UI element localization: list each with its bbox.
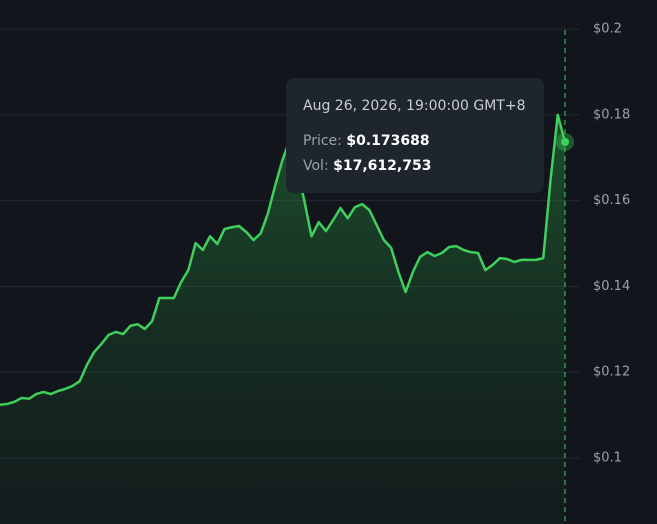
price-line xyxy=(0,113,567,407)
tooltip-volume: Vol: $17,612,753 xyxy=(303,158,431,174)
tooltip: Aug 26, 2026, 19:00:00 GMT+8 Price: $0.1… xyxy=(286,78,544,193)
price-value: $0.173688 xyxy=(346,133,429,149)
hover-point xyxy=(561,137,569,146)
tooltip-date: Aug 26, 2026, 19:00:00 GMT+8 xyxy=(303,98,525,114)
volume-label: Vol: xyxy=(303,158,329,174)
y-tick-label: $0.1 xyxy=(593,450,622,465)
area-fill xyxy=(0,114,565,524)
y-tick-label: $0.2 xyxy=(593,22,622,37)
volume-value: $17,612,753 xyxy=(333,158,431,174)
price-label: Price: xyxy=(303,133,342,149)
tooltip-price: Price: $0.173688 xyxy=(303,133,430,149)
tooltip-box xyxy=(286,78,544,193)
y-tick-label: $0.16 xyxy=(593,193,630,208)
y-tick-label: $0.14 xyxy=(593,279,630,294)
y-tick-label: $0.12 xyxy=(593,365,630,380)
y-tick-label: $0.18 xyxy=(593,107,630,122)
